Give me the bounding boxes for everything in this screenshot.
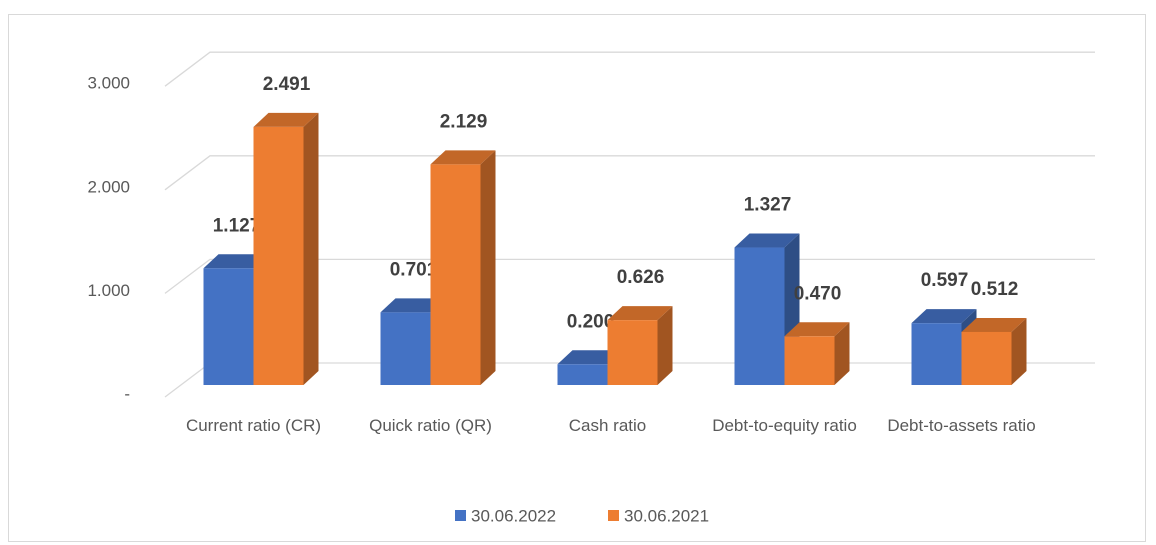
grid-line — [164, 155, 1095, 191]
bar-top — [961, 317, 1027, 332]
bar-top — [734, 233, 800, 248]
legend-swatch — [455, 510, 466, 521]
value-label: 0.701 — [390, 259, 438, 280]
value-label: 1.127 — [213, 215, 261, 236]
bar — [784, 322, 850, 385]
bar-side — [480, 150, 496, 385]
bar-front — [380, 312, 431, 385]
bar-front — [253, 126, 304, 385]
grid-line — [164, 51, 1095, 87]
y-tick-label: - — [124, 384, 130, 403]
x-tick-label: Cash ratio — [568, 416, 647, 435]
bar-front — [203, 268, 254, 385]
bar-front — [911, 323, 962, 385]
bar-front — [430, 164, 481, 385]
bar — [961, 317, 1027, 385]
value-label: 0.512 — [971, 279, 1019, 300]
bar-top — [203, 254, 269, 269]
chart-frame — [8, 14, 1146, 542]
bar — [430, 150, 496, 385]
value-label: 2.491 — [263, 74, 311, 95]
legend-label: 30.06.2021 — [624, 506, 709, 525]
bar-front — [961, 331, 1012, 385]
x-tick-label: Quick ratio (QR) — [369, 416, 492, 435]
value-label: 0.470 — [794, 283, 842, 304]
bar — [253, 112, 319, 385]
bar-top — [430, 150, 496, 165]
bar-top — [253, 112, 319, 127]
x-tick-label: Current ratio (CR) — [185, 416, 322, 435]
bar-top — [557, 350, 623, 365]
y-tick-label: 2.000 — [87, 177, 130, 196]
value-label: 2.129 — [440, 111, 488, 132]
bar-front — [607, 320, 658, 385]
value-label: 0.626 — [617, 267, 665, 288]
bar-front — [557, 364, 608, 385]
x-tick-label: Debt-to-equity ratio — [712, 416, 857, 435]
bar-top — [380, 298, 446, 313]
bar-side — [1011, 317, 1027, 385]
bar-top — [784, 322, 850, 337]
bar-top — [607, 306, 673, 321]
legend-label: 30.06.2022 — [471, 506, 556, 525]
value-label: 0.597 — [921, 270, 969, 291]
legend-swatch — [608, 510, 619, 521]
bar-side — [657, 306, 673, 385]
bar-side — [303, 112, 319, 385]
y-tick-label: 1.000 — [87, 281, 130, 300]
value-label: 0.200 — [567, 311, 615, 332]
y-tick-label: 3.000 — [87, 74, 130, 93]
bar-side — [834, 322, 850, 385]
value-label: 1.327 — [744, 195, 792, 216]
bar — [607, 306, 673, 385]
bar-front — [784, 336, 835, 385]
grid-line — [164, 258, 1095, 294]
bar-top — [911, 309, 977, 324]
bar-front — [734, 247, 785, 385]
x-tick-label: Debt-to-assets ratio — [887, 416, 1036, 435]
